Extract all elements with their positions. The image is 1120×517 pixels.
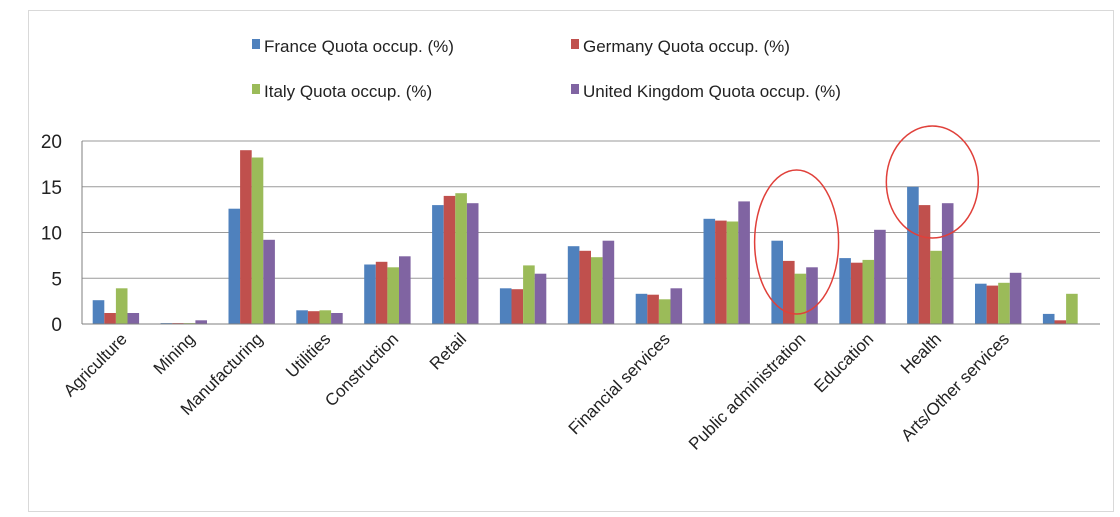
bar [240,150,252,324]
legend-label: United Kingdom Quota occup. (%) [583,82,841,101]
x-category-label: Health [897,329,945,377]
bar [251,157,264,324]
x-category-label: Agriculture [60,329,131,400]
bar [670,288,683,324]
bar [499,288,512,324]
x-category-label: Mining [150,329,199,378]
bar [591,257,603,324]
bar [975,283,987,324]
y-tick-label: 0 [51,315,62,336]
bar [263,239,275,324]
bar [738,201,750,324]
legend-label: Italy Quota occup. (%) [264,82,432,101]
bar [331,313,343,324]
bar [794,273,807,324]
bar [635,293,648,324]
bar [1054,320,1067,324]
bar [228,208,241,324]
bar [364,264,376,324]
bar [907,186,919,325]
bar [579,250,591,324]
bar [92,300,105,324]
y-tick-label: 5 [51,269,62,290]
bar [703,218,716,324]
bar [783,260,795,324]
bar [399,256,411,324]
bar [647,294,659,324]
bar [1042,313,1055,324]
legend-label: Germany Quota occup. (%) [583,37,790,56]
x-category-label: Utilities [282,329,334,381]
bar [602,240,615,324]
x-category-label: Education [810,329,877,396]
bar [319,310,332,324]
annotations [753,125,980,315]
bar [862,259,875,324]
bar [195,320,207,324]
y-tick-label: 20 [41,132,62,153]
y-tick-label: 10 [41,224,62,245]
legend: France Quota occup. (%) Germany Quota occ… [252,37,841,101]
legend-swatch [252,39,260,49]
bar [443,195,456,324]
bar [127,313,140,324]
x-category-label: Construction [321,329,402,410]
bar [523,265,535,324]
bar [115,288,128,324]
bar [534,273,547,324]
legend-swatch [571,84,579,94]
bar [1009,272,1022,324]
x-category-label: Financial services [565,329,674,438]
bar [998,282,1010,324]
bar [715,220,727,324]
legend-swatch [252,84,260,94]
bar [1066,293,1078,324]
bar [986,285,999,324]
bar [307,311,320,324]
bar [850,262,863,324]
bar [874,229,886,324]
bar [930,250,942,324]
axes [81,141,1100,325]
bar [918,205,931,324]
bar [658,299,671,324]
bar [375,261,388,324]
y-tick-label: 15 [41,178,62,199]
bar [104,313,116,324]
y-tick-labels: 0 5 10 15 20 [41,132,62,336]
bar [296,310,308,324]
bar [806,267,818,324]
bar [455,193,467,324]
legend-swatch [571,39,579,49]
bar [567,246,580,324]
legend-label: France Quota occup. (%) [264,37,454,56]
annotation-circle [885,125,980,239]
bar [771,240,783,324]
bars [92,150,1078,325]
annotation-circle [753,169,840,315]
bar [839,258,851,324]
bar [432,205,444,324]
bar [466,203,479,324]
bar [511,289,524,324]
x-category-label: Public administration [685,329,809,453]
bar [387,267,399,324]
bar [726,221,739,324]
bar [941,203,954,324]
x-category-label: Retail [426,329,470,373]
